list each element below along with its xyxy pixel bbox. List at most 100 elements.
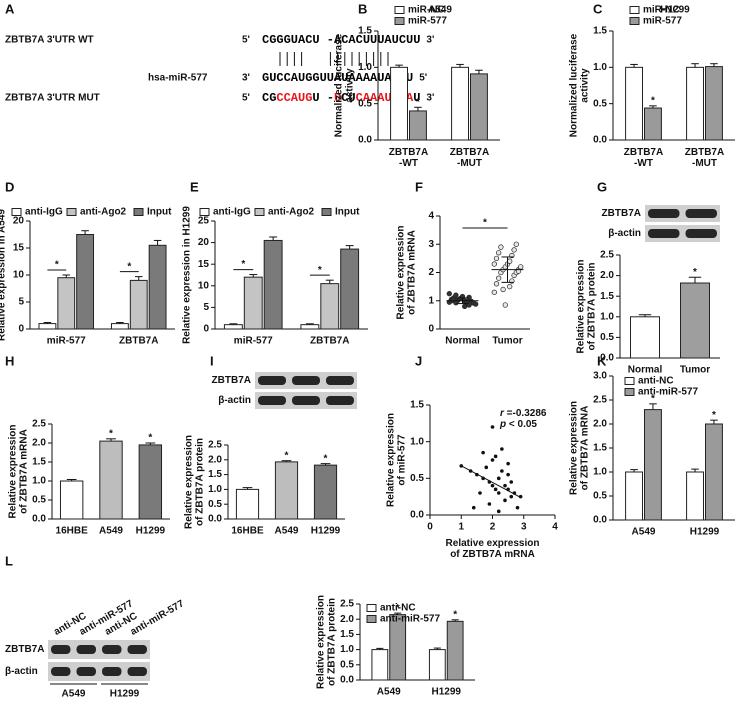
bar	[644, 107, 662, 141]
x-tick-label: A549	[99, 526, 123, 537]
data-point	[493, 454, 498, 459]
bar	[451, 66, 469, 141]
legend-label: anti-Ago2	[80, 207, 127, 218]
y-tick-label: 1.0	[358, 62, 372, 73]
blot-band	[258, 396, 286, 405]
legend-label: anti-Ago2	[268, 207, 315, 218]
legend-label: miR-NC	[643, 5, 680, 16]
x-tick-label: 3	[521, 522, 527, 533]
y-tick-label: 0.0	[593, 135, 607, 146]
sequence: CGCCAUGU -UCUCAAAUAGAU	[262, 91, 420, 105]
data-point	[481, 450, 485, 455]
data-point	[453, 292, 459, 298]
bar	[705, 423, 723, 521]
x-tick-label: 2	[490, 522, 496, 533]
data-point	[498, 244, 504, 250]
panel-letter: I	[210, 353, 214, 368]
x-tick-label: H1299	[690, 527, 720, 538]
bar	[223, 324, 243, 330]
bar	[680, 282, 710, 359]
y-axis-label: Normalized luciferaseactivity	[333, 33, 355, 137]
bar	[320, 283, 340, 330]
blot-row-label: β-actin	[5, 666, 38, 677]
y-tick-label: 0.0	[593, 515, 607, 526]
legend-swatch	[624, 388, 635, 396]
blot-band	[648, 229, 680, 238]
group-label: H1299	[110, 689, 140, 700]
y-tick-label: 0.0	[32, 514, 46, 525]
y-tick-label: 0.0	[340, 675, 354, 686]
y-axis-label: Relative expressionof ZBTB7A mRNA	[7, 425, 29, 519]
bar	[38, 323, 57, 330]
data-point	[518, 264, 524, 270]
y-axis-label: Relative expressionof ZBTB7A protein	[575, 260, 597, 354]
y-tick-label: 3	[428, 239, 434, 250]
panel-letter: D	[5, 179, 14, 194]
data-point	[496, 250, 502, 256]
legend-swatch	[394, 6, 405, 14]
sequence-end: 3'	[426, 35, 434, 46]
blot-band	[326, 376, 354, 385]
significance: *	[651, 95, 655, 106]
bar	[76, 234, 95, 330]
legend-label: miR-NC	[408, 5, 445, 16]
bar	[470, 73, 488, 141]
x-tick-label: ZBTB7A	[310, 336, 349, 347]
blot-band	[76, 667, 96, 676]
legend-swatch	[199, 208, 210, 216]
bar	[409, 110, 427, 141]
blot-background	[48, 640, 150, 659]
x-tick-label: ZBTB7A -WT	[389, 147, 428, 169]
y-tick-label: 2.5	[32, 419, 46, 430]
blot-row-label: ZBTB7A	[602, 208, 641, 219]
blot-row-label: ZBTB7A	[5, 644, 44, 655]
legend-swatch	[394, 17, 405, 25]
significance: *	[318, 265, 322, 276]
blot-row-label: β-actin	[218, 395, 251, 406]
y-axis-label: Relative expression in A549	[0, 209, 8, 341]
sequence-end: 5'	[419, 73, 427, 84]
bar	[371, 649, 389, 681]
bar	[300, 324, 320, 330]
significance: *	[693, 267, 697, 278]
data-point	[491, 261, 497, 267]
legend-label: anti-NC	[638, 376, 674, 387]
data-point	[496, 476, 501, 481]
y-tick-label: 2.0	[32, 438, 46, 449]
x-tick-label: 16HBE	[231, 526, 264, 537]
y-tick-label: 0.5	[410, 473, 424, 484]
y-tick-label: 2.5	[208, 440, 222, 451]
sequence-end: 3'	[242, 73, 250, 84]
y-tick-label: 10	[198, 280, 210, 291]
y-tick-label: 2.0	[340, 614, 354, 625]
sequence-segment: CGGGUACU -ACACUUUAUCUU	[262, 33, 420, 47]
y-tick-label: 0.5	[593, 98, 607, 109]
x-tick-label: A549	[377, 687, 401, 698]
bar	[390, 66, 408, 141]
x-tick-label: Normal	[628, 365, 663, 376]
y-tick-label: 0	[428, 324, 434, 335]
sequence-segment: U -	[312, 91, 334, 105]
legend-swatch	[629, 6, 640, 14]
significance: *	[416, 97, 420, 108]
legend-swatch	[11, 208, 22, 216]
significance: *	[453, 609, 457, 620]
y-tick-label: 2.5	[593, 395, 607, 406]
y-tick-label: 0.5	[32, 495, 46, 506]
bar	[644, 409, 662, 521]
legend-label: miR-577	[643, 16, 682, 27]
y-tick-label: 0.5	[600, 332, 614, 343]
x-axis-label: Relative expression of ZBTB7A mRNA	[446, 538, 540, 560]
x-tick-label: ZBTB7A	[119, 336, 158, 347]
x-tick-label: H1299	[432, 687, 462, 698]
sequence-segment: CG	[262, 91, 276, 105]
blot-band	[127, 667, 147, 676]
y-tick-label: 10	[13, 270, 25, 281]
data-point	[496, 275, 502, 281]
y-tick-label: 1.5	[410, 400, 424, 411]
y-tick-label: 0.0	[208, 514, 222, 525]
blot-band	[51, 645, 71, 654]
y-tick-label: 25	[198, 216, 210, 227]
significance: *	[483, 218, 487, 229]
significance: *	[324, 453, 328, 464]
